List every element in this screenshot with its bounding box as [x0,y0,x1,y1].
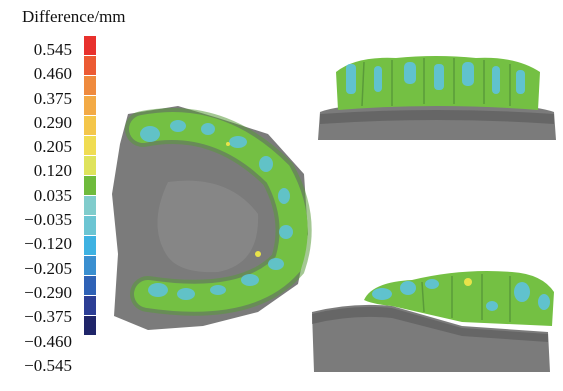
legend-title: Difference/mm [22,7,126,26]
color-scale-segment [84,116,96,135]
legend-label: 0.460 [33,64,72,84]
color-scale-segment [84,236,96,255]
color-scale-segment [84,156,96,175]
legend-label: −0.375 [24,307,72,327]
color-scale-segment [84,176,96,195]
color-scale-segment [84,196,96,215]
color-scale-segment [84,36,96,55]
legend-label: 0.290 [33,112,72,132]
legend-label: −0.545 [24,355,72,375]
color-scale-bar [84,36,96,336]
legend-label: −0.035 [24,210,72,230]
legend-label: 0.120 [33,161,72,181]
color-scale-segment [84,316,96,335]
color-scale-segment [84,296,96,315]
color-scale-segment [84,96,96,115]
color-scale-segment [84,136,96,155]
legend-label: 0.545 [33,40,72,59]
occlusal-view-scan [108,104,313,334]
upper-buccal-view-scan [316,52,560,140]
legend-label: −0.120 [24,234,72,254]
color-scale-segment [84,76,96,95]
color-scale-segment [84,276,96,295]
legend-label: 0.035 [33,185,72,205]
color-scale-segment [84,56,96,75]
lower-buccal-view-scan [312,262,561,372]
legend-label: −0.205 [24,258,72,278]
legend-labels: 0.545 0.460 0.375 0.290 0.205 0.120 0.035 −0.03… [8,38,72,378]
color-scale-segment [84,216,96,235]
legend-label: 0.375 [33,88,72,108]
legend-label: 0.205 [33,137,72,157]
legend-label: −0.290 [24,282,72,302]
legend-label: −0.460 [24,331,72,351]
color-scale-segment [84,256,96,275]
